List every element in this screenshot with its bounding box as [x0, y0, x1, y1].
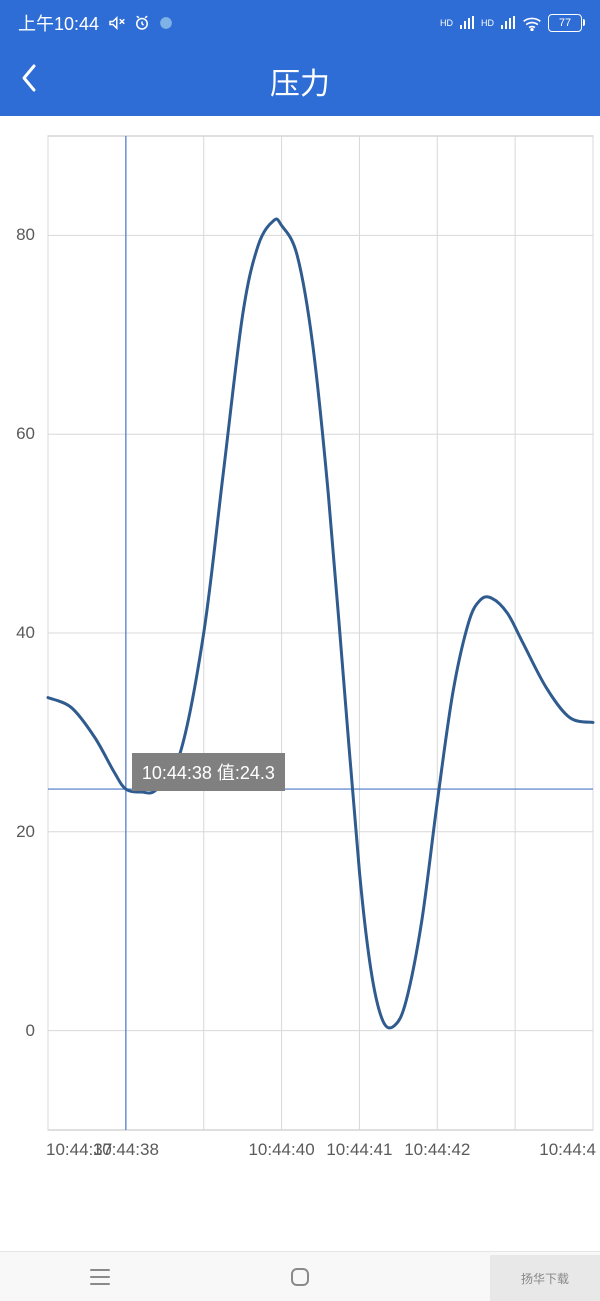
- y-tick-label: 0: [26, 1021, 35, 1041]
- y-tick-label: 40: [16, 623, 35, 643]
- x-tick-label: 10:44:38: [93, 1140, 159, 1160]
- wifi-icon: [522, 15, 542, 31]
- x-tick-label: 10:44:42: [404, 1140, 470, 1160]
- alarm-icon: [133, 14, 151, 32]
- hd-label-1: HD: [440, 18, 453, 28]
- x-tick-label: 10:44:4: [539, 1140, 596, 1160]
- app-header: 压力: [0, 46, 600, 116]
- status-bar: 上午10:44 HD HD 77: [0, 0, 600, 46]
- android-nav-bar: 扬华下载: [0, 1251, 600, 1301]
- mute-icon: [107, 14, 125, 32]
- hd-label-2: HD: [481, 18, 494, 28]
- battery-level: 77: [559, 17, 571, 29]
- y-tick-label: 20: [16, 822, 35, 842]
- watermark: 扬华下载: [490, 1255, 600, 1301]
- signal-icon-2: [500, 16, 516, 30]
- chart-canvas: [0, 116, 600, 1188]
- status-time: 上午10:44: [18, 10, 99, 36]
- chart-tooltip: 10:44:38 值:24.3: [132, 753, 285, 791]
- x-tick-label: 10:44:40: [248, 1140, 314, 1160]
- page-title: 压力: [270, 59, 330, 103]
- nav-recent-button[interactable]: [80, 1257, 120, 1297]
- back-button[interactable]: [20, 63, 60, 99]
- nav-home-button[interactable]: [280, 1257, 320, 1297]
- x-tick-label: 10:44:41: [326, 1140, 392, 1160]
- tooltip-text: 10:44:38 值:24.3: [142, 763, 275, 783]
- signal-icon-1: [459, 16, 475, 30]
- watermark-text: 扬华下载: [521, 1270, 569, 1287]
- y-tick-label: 60: [16, 424, 35, 444]
- app-indicator-icon: [159, 16, 173, 30]
- battery-icon: 77: [548, 14, 582, 32]
- chart-area[interactable]: 020406080 10:44:3710:44:3810:44:4010:44:…: [0, 116, 600, 1188]
- y-tick-label: 80: [16, 225, 35, 245]
